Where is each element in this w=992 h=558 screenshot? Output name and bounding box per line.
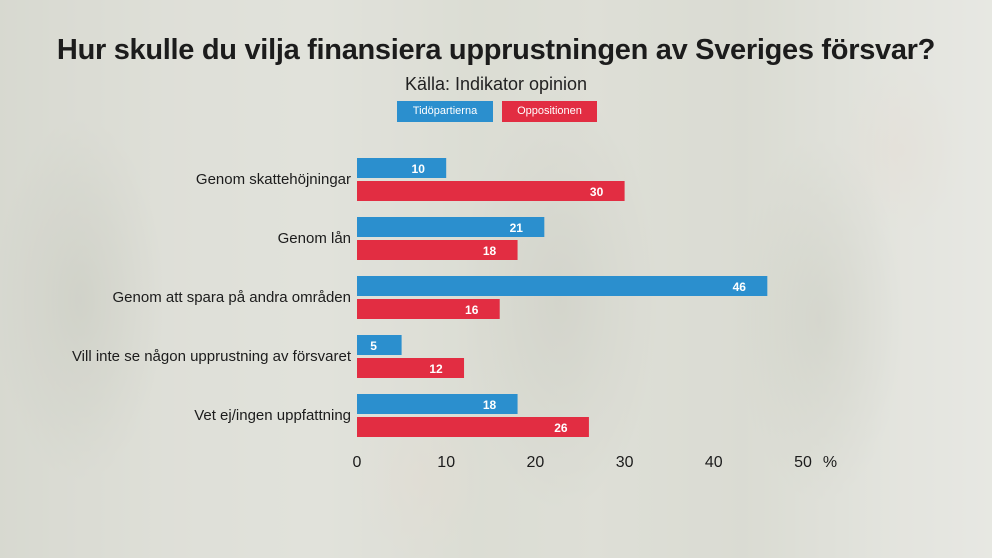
x-tick-label: 0 xyxy=(353,454,362,471)
category-label: Genom skattehöjningar xyxy=(196,171,351,188)
bar-value-label: 16 xyxy=(465,303,479,317)
bar-value-label: 5 xyxy=(370,339,377,353)
bar-value-label: 21 xyxy=(510,221,524,235)
bar-value-label: 46 xyxy=(733,280,747,294)
bar-oppositionen xyxy=(357,181,625,201)
x-tick-label: 40 xyxy=(705,454,723,471)
bar-oppositionen xyxy=(357,417,589,437)
category-label: Vet ej/ingen uppfattning xyxy=(194,407,351,424)
bar-oppositionen xyxy=(357,240,518,260)
category-label: Genom att spara på andra områden xyxy=(113,289,351,306)
x-tick-label: 50 xyxy=(794,454,812,471)
bar-value-label: 18 xyxy=(483,244,497,258)
bar-tidopartierna xyxy=(357,335,402,355)
x-tick-label: 30 xyxy=(616,454,634,471)
legend-tidopartierna: Tidöpartierna xyxy=(397,101,493,122)
bar-oppositionen xyxy=(357,358,465,378)
bar-value-label: 10 xyxy=(412,162,426,176)
x-unit-label: % xyxy=(823,454,837,471)
legend-oppositionen: Oppositionen xyxy=(502,101,597,122)
bar-value-label: 26 xyxy=(554,421,568,435)
bar-value-label: 30 xyxy=(590,185,604,199)
chart-subtitle: Källa: Indikator opinion xyxy=(404,74,588,94)
bar-value-label: 18 xyxy=(483,398,497,412)
bar-oppositionen xyxy=(357,299,500,319)
bar-tidopartierna xyxy=(357,217,545,237)
category-label: Vill inte se någon upprustning av försva… xyxy=(72,348,352,365)
bar-value-label: 12 xyxy=(429,362,443,376)
chart-title: Hur skulle du vilja finansiera upprustni… xyxy=(56,34,936,66)
x-tick-label: 20 xyxy=(527,454,545,471)
bar-tidopartierna xyxy=(357,276,768,296)
x-tick-label: 10 xyxy=(437,454,455,471)
category-label: Genom lån xyxy=(278,230,351,247)
bar-tidopartierna xyxy=(357,394,518,414)
bar-tidopartierna xyxy=(357,158,447,178)
